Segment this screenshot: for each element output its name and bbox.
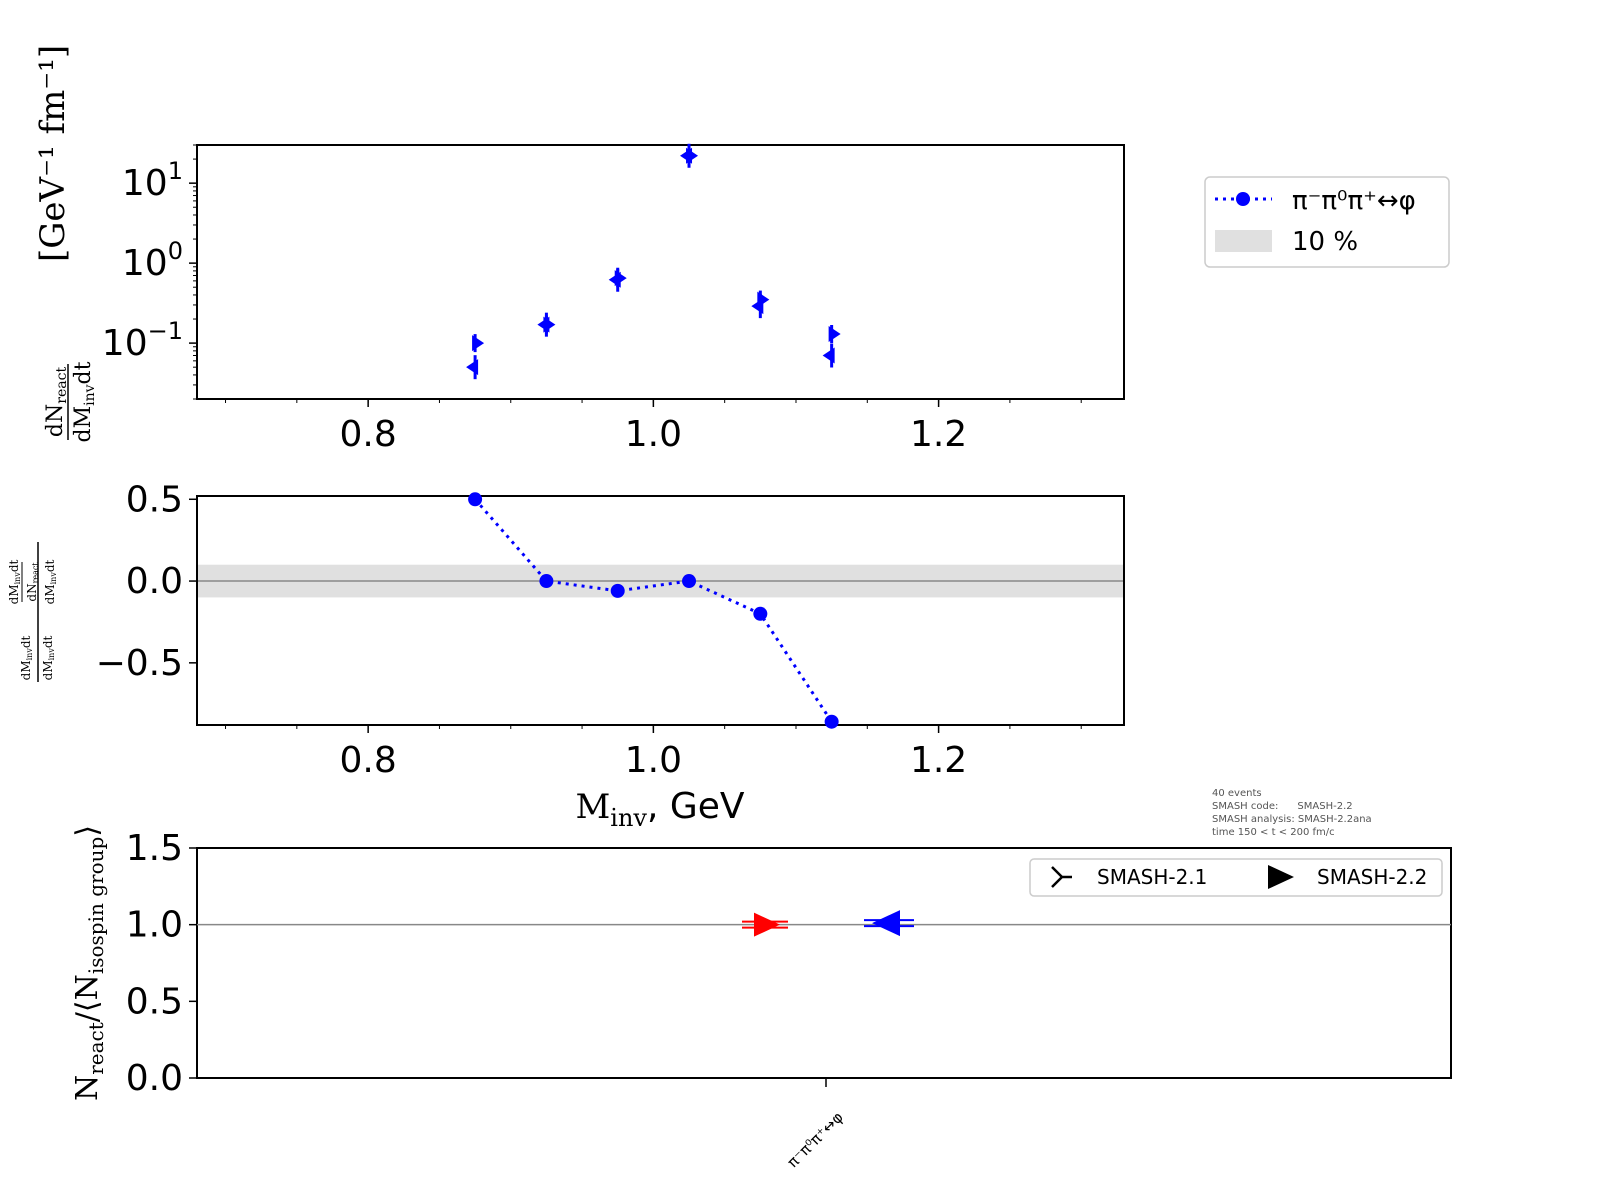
info-line-3: time 150 < t < 200 fm/c <box>1212 827 1335 838</box>
top-panel-ylabel: dNreact dMinvdt [GeV⁻¹ fm⁻¹] <box>33 45 98 443</box>
marker-2-2-3 <box>680 147 693 164</box>
svg-text:dMinvdt: dMinvdt <box>7 559 22 604</box>
bottom-panel-ylabel: Nreact/⟨Nisospin group⟩ <box>70 825 108 1101</box>
svg-text:dMinvdt: dMinvdt <box>43 559 58 604</box>
legend-series-marker <box>1236 192 1250 206</box>
legend-band-swatch <box>1215 230 1272 252</box>
top-panel-frame <box>196 144 1125 400</box>
x-tick-label-0: 0.8 <box>340 740 397 781</box>
category-label: π⁻π⁰π⁺↔φ <box>784 1108 847 1171</box>
marker-2-2-2 <box>608 271 621 288</box>
info-line-2: SMASH analysis: SMASH-2.2ana <box>1212 814 1372 825</box>
top-panel-spectrum: 0.8 1.0 1.2 10−1 100 101 dNreact dMinvdt [GeV… <box>33 45 1125 455</box>
legend-item-2-1: SMASH-2.1 <box>1097 865 1207 889</box>
ratio-point-2 <box>610 583 625 598</box>
y-tick-label--1: 10−1 <box>102 317 183 364</box>
x-tick-label-0: 0.8 <box>340 414 397 455</box>
y-tick-label-1: 1.0 <box>126 905 183 946</box>
info-text: 40 events SMASH code: SMASH-2.2 SMASH an… <box>1212 788 1372 838</box>
x-tick-label-1: 1.0 <box>625 740 682 781</box>
ratio-point-4 <box>753 606 768 621</box>
legend-series-label: π⁻π⁰π⁺↔φ <box>1292 186 1416 216</box>
legend-triangle-right-icon <box>1268 865 1294 889</box>
info-line-1: SMASH code: SMASH-2.2 <box>1212 801 1353 812</box>
top-legend: π⁻π⁰π⁺↔φ 10 % <box>1204 176 1450 268</box>
legend-item-2-2: SMASH-2.2 <box>1317 865 1427 889</box>
x-tick-label-2: 1.2 <box>910 740 967 781</box>
ratio-line <box>473 498 833 723</box>
marker-2-2-5 <box>822 347 835 364</box>
bottom-panel-frame <box>196 847 1452 1079</box>
marker-2-1-5 <box>828 325 841 342</box>
y-tick-label-0: 0.5 <box>126 479 183 520</box>
x-tick-label-1: 1.0 <box>625 414 682 455</box>
y-tick-label-3: 0.0 <box>126 1058 183 1099</box>
ylabel-numerator: dNreact <box>43 367 70 438</box>
marker-2-1 <box>754 912 780 937</box>
legend-tri-right-icon <box>1051 866 1072 888</box>
ylabel-unit: [GeV⁻¹ fm⁻¹] <box>33 45 73 262</box>
middle-panel-ratio: 0.8 1.0 1.2 0.5 0.0 −0.5 dMinvdt dMinvdt dNre… <box>7 479 1125 832</box>
svg-text:dNreact: dNreact <box>25 562 40 602</box>
ratio-point-0 <box>468 492 483 507</box>
bottom-legend: SMASH-2.1 SMASH-2.2 <box>1029 858 1443 897</box>
marker-2-2-1 <box>537 316 550 333</box>
y-tick-label-0: 1.5 <box>126 828 183 869</box>
middle-panel-xlabel: Minv, GeV <box>575 786 744 832</box>
svg-text:Nreact/⟨Nisospin group⟩: Nreact/⟨Nisospin group⟩ <box>70 825 108 1101</box>
y-tick-label-2: 0.5 <box>126 981 183 1022</box>
y-tick-label-1: 0.0 <box>126 561 183 602</box>
ratio-point-1 <box>539 574 554 589</box>
y-tick-label-0: 100 <box>122 237 183 284</box>
ratio-point-5 <box>824 714 839 729</box>
bottom-panel-normalized: 1.5 1.0 0.5 0.0 π⁻π⁰π⁺↔φ Nreact/⟨Nisospin gr… <box>70 825 1452 1171</box>
svg-text:dMinvdt: dMinvdt <box>19 635 34 680</box>
x-tick-label-2: 1.2 <box>910 414 967 455</box>
middle-panel-frame <box>196 495 1125 726</box>
svg-text:dMinvdt: dMinvdt <box>41 635 56 680</box>
ylabel-denominator: dMinvdt <box>71 361 98 442</box>
legend-band-label: 10 % <box>1292 227 1358 257</box>
marker-2-2 <box>872 910 900 937</box>
middle-panel-ylabel: dMinvdt dMinvdt dNreact dMinvdt dMinvdt <box>7 542 58 682</box>
y-tick-label-1: 101 <box>122 157 183 204</box>
info-line-0: 40 events <box>1212 788 1262 799</box>
marker-2-1-0 <box>472 335 485 352</box>
ratio-point-3 <box>682 574 697 589</box>
y-tick-label-2: −0.5 <box>96 643 183 684</box>
marker-2-2-4 <box>751 298 764 315</box>
marker-2-2-0 <box>466 359 479 376</box>
